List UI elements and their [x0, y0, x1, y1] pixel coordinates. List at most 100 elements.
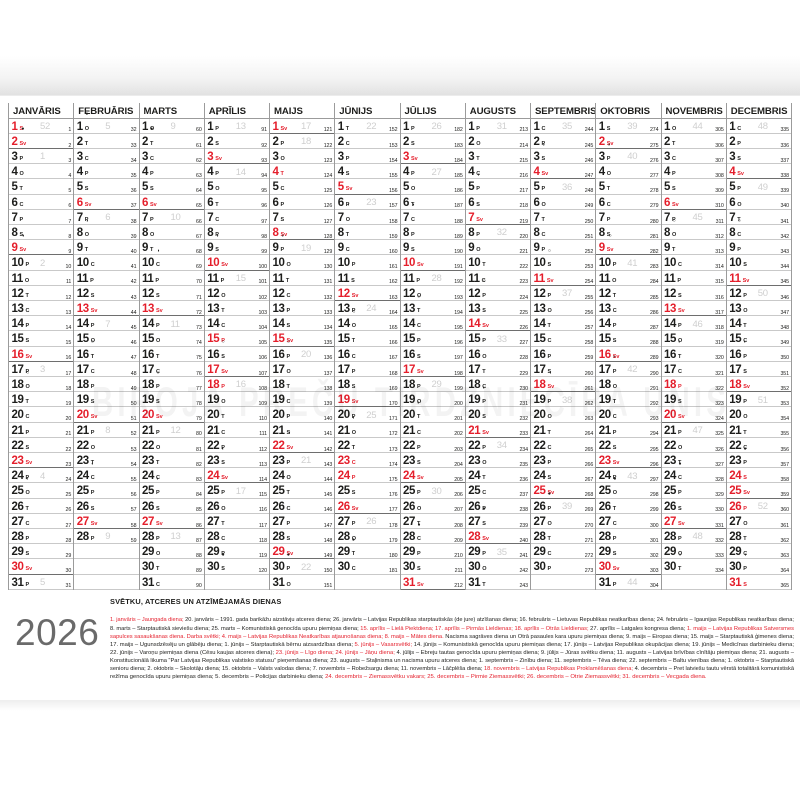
- week-number: 11: [170, 318, 181, 330]
- day-of-year: 206: [454, 492, 463, 499]
- day-number: 27: [337, 515, 350, 528]
- day-cell: 25 P 329: [661, 483, 726, 499]
- weekday-abbr: T: [221, 414, 225, 421]
- day-cell: 9 O 221: [465, 240, 530, 256]
- weekday-abbr: C: [286, 505, 291, 512]
- weekday-abbr: C: [351, 566, 356, 573]
- day-cell: 1 Sv 17 121: [270, 119, 335, 134]
- weekday-abbr: P: [547, 566, 552, 573]
- weekday-wrap: ◐ Sv: [548, 370, 555, 395]
- weekday-wrap: S: [85, 179, 89, 197]
- weekday-abbr: T: [285, 277, 290, 284]
- moon-phase-icon: ◑: [215, 232, 219, 239]
- weekday-wrap: P: [156, 529, 160, 547]
- weekday-wrap: ◑ Sv: [20, 233, 27, 258]
- day-cell: 18 P 16 108: [204, 377, 269, 395]
- weekday-abbr: P: [221, 444, 225, 451]
- holiday-text: 14. jūnijs – Komunistiskā genocīda upuru…: [413, 641, 794, 648]
- day-number: 24: [272, 470, 285, 483]
- week-number: 20: [301, 349, 311, 361]
- weekday-wrap: P: [221, 377, 225, 395]
- weekday-abbr: S: [678, 399, 682, 406]
- day-cell: 21 ◐ O 172: [335, 416, 400, 438]
- weekday-abbr: P: [612, 262, 617, 269]
- weekday-abbr: S: [25, 551, 30, 558]
- weekday-wrap: C: [352, 453, 356, 471]
- weekday-wrap: S: [287, 423, 291, 441]
- empty-cell: [74, 559, 139, 575]
- week-number: 35: [562, 121, 572, 132]
- day-number: 3: [207, 150, 214, 163]
- day-number: 9: [142, 242, 148, 255]
- day-number: 24: [337, 470, 350, 483]
- day-of-year: 3: [68, 157, 72, 164]
- day-number: 14: [729, 318, 742, 331]
- day-number: 9: [11, 242, 18, 255]
- day-of-year: 50: [130, 400, 137, 407]
- day-number: 28: [272, 530, 285, 543]
- weekday-abbr: C: [221, 535, 226, 542]
- weekday-abbr: P: [476, 231, 480, 238]
- weekday-abbr: S: [737, 155, 741, 162]
- day-cell: 4 Sv 247: [531, 164, 596, 180]
- day-number: 19: [664, 394, 676, 407]
- weekday-wrap: S: [351, 271, 355, 289]
- day-of-year: 195: [454, 324, 463, 331]
- day-cell: 20 O 354: [726, 407, 791, 423]
- weekday-wrap: ◐ P: [482, 385, 486, 410]
- weekday-wrap: Sv: [411, 149, 418, 167]
- day-number: 13: [76, 302, 89, 315]
- day-of-year: 83: [196, 476, 202, 483]
- day-of-year: 4: [68, 172, 72, 179]
- weekday-wrap: ◑ P: [476, 173, 480, 197]
- day-number: 29: [272, 546, 285, 559]
- holiday-text: 4. decembris – Pret latviešu tautu vērst…: [634, 666, 794, 673]
- weekday-wrap: ◐ P: [612, 355, 617, 380]
- day-cell: 8 P 189: [400, 225, 465, 241]
- weekday-abbr: P: [286, 520, 291, 527]
- weekday-abbr: P: [677, 277, 682, 284]
- day-cell: 28 Sv 240: [465, 529, 530, 545]
- day-cell: 25 ● O 298: [596, 477, 661, 499]
- weekday-abbr: C: [476, 171, 481, 178]
- day-cell: 6 P 126: [270, 195, 335, 210]
- day-cell: 20 S 232: [465, 407, 530, 423]
- day-cell: 30 Sv 303: [596, 559, 661, 575]
- day-of-year: 30: [65, 568, 72, 575]
- weekday-wrap: S: [91, 286, 95, 304]
- day-of-year: 268: [584, 492, 594, 499]
- weekday-abbr: O: [221, 399, 226, 406]
- day-number: 20: [207, 409, 220, 422]
- day-of-year: 317: [715, 309, 724, 316]
- weekday-abbr: P: [612, 368, 617, 375]
- day-of-year: 306: [715, 142, 724, 149]
- weekday-wrap: P: [221, 331, 225, 349]
- day-of-year: 308: [715, 172, 724, 179]
- weekday-abbr: O: [482, 353, 487, 360]
- day-number: 15: [11, 333, 24, 346]
- day-of-year: 348: [780, 324, 789, 331]
- weekday-abbr: T: [84, 247, 89, 254]
- weekday-wrap: P: [737, 179, 741, 197]
- day-of-year: 168: [388, 370, 398, 377]
- day-cell: 13 Sv 44: [74, 301, 139, 317]
- day-cell: 24 O 144: [270, 468, 335, 484]
- day-of-year: 52: [130, 431, 137, 438]
- day-number: 23: [533, 454, 546, 467]
- day-cell: 18 P 29 199: [400, 377, 465, 393]
- day-of-year: 252: [584, 248, 594, 255]
- day-of-year: 355: [780, 431, 789, 438]
- day-number: 4: [468, 166, 475, 179]
- weekday-wrap: P: [476, 225, 480, 243]
- weekday-abbr: C: [481, 277, 486, 284]
- day-of-year: 28: [65, 537, 72, 544]
- weekday-abbr: T: [351, 444, 356, 451]
- day-of-year: 202: [454, 431, 463, 438]
- week-number: 50: [757, 288, 768, 300]
- day-number: 7: [142, 211, 148, 224]
- weekday-abbr: P: [221, 490, 225, 497]
- day-cell: 7 S 127: [270, 210, 335, 225]
- day-cell: 25 C 237: [465, 483, 530, 499]
- day-cell: 25 Sv 268: [531, 483, 596, 499]
